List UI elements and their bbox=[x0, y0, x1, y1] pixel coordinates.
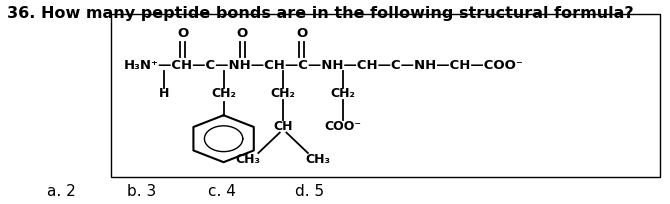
Text: H₃N⁺—CH—C—NH—CH—C—NH—CH—C—NH—CH—COO⁻: H₃N⁺—CH—C—NH—CH—C—NH—CH—C—NH—CH—COO⁻ bbox=[124, 59, 524, 72]
Text: CH₂: CH₂ bbox=[330, 87, 355, 100]
Text: O: O bbox=[237, 27, 248, 40]
Text: c. 4: c. 4 bbox=[208, 184, 236, 199]
Text: CH₂: CH₂ bbox=[211, 87, 236, 100]
Text: COO⁻: COO⁻ bbox=[324, 120, 361, 133]
Text: CH₂: CH₂ bbox=[271, 87, 295, 100]
Text: CH₃: CH₃ bbox=[306, 153, 330, 166]
Text: a. 2: a. 2 bbox=[47, 184, 76, 199]
Text: b. 3: b. 3 bbox=[127, 184, 157, 199]
Bar bbox=[111, 14, 660, 177]
Text: 36. How many peptide bonds are in the following structural formula?: 36. How many peptide bonds are in the fo… bbox=[7, 6, 633, 21]
Text: O: O bbox=[177, 27, 188, 40]
Text: CH₃: CH₃ bbox=[236, 153, 261, 166]
Text: d. 5: d. 5 bbox=[295, 184, 324, 199]
Text: H: H bbox=[159, 87, 170, 100]
Text: CH: CH bbox=[273, 120, 293, 133]
Text: O: O bbox=[296, 27, 308, 40]
